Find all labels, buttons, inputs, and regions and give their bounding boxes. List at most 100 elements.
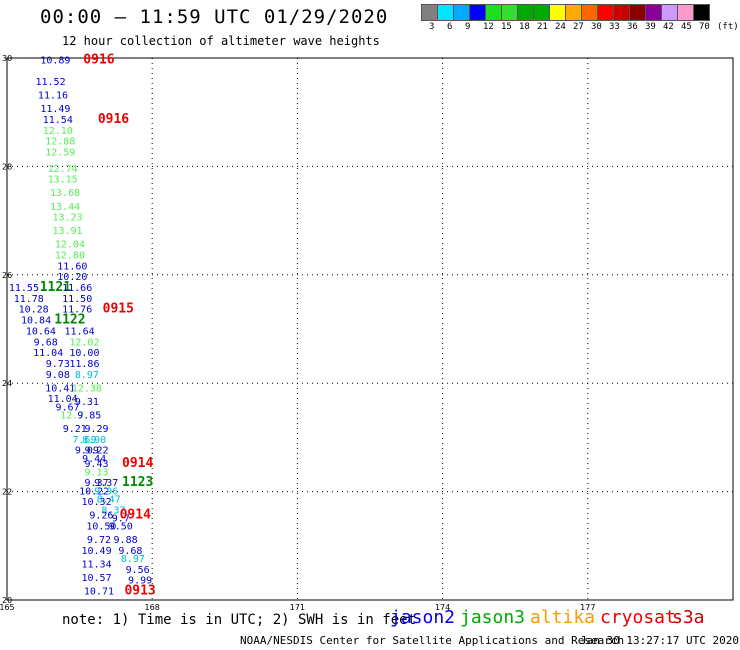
wave-height-label: 11.04 — [48, 394, 78, 405]
wave-height-label: 9.67 — [55, 402, 79, 413]
legend-label: 12 — [483, 22, 494, 32]
wave-height-label: 7.69 — [72, 435, 96, 446]
wave-height-label: 10.22 — [79, 486, 109, 497]
wave-height-label: 9.08 — [46, 370, 70, 381]
wave-height-label: 9.37 — [84, 478, 108, 489]
legend-label: 21 — [537, 22, 548, 32]
wave-height-label: 13.68 — [50, 188, 80, 199]
wave-height-label: 11.60 — [57, 261, 87, 272]
pass-time-label: 1122 — [54, 313, 85, 328]
x-tick-label: 171 — [290, 603, 305, 612]
wave-height-label: 9.7 — [112, 513, 130, 524]
x-tick-label: 168 — [145, 603, 160, 612]
wave-height-label: 9.26 — [89, 511, 113, 522]
map-frame — [6, 57, 734, 601]
legend-label: 6 — [447, 22, 453, 32]
footer-timestamp: Jan 30 13:27:17 UTC 2020 — [580, 634, 739, 647]
wave-height-label: 10.84 — [21, 316, 51, 327]
wave-height-label: 9.13 — [84, 467, 108, 478]
wave-height-label: 10.50 — [86, 522, 116, 533]
wave-height-label: 11.55 — [9, 283, 39, 294]
wave-height-label: 11.76 — [62, 305, 92, 316]
wave-height-label: 8.97 — [75, 370, 99, 381]
wave-height-label: 11.16 — [38, 91, 68, 102]
wave-height-label: 10.49 — [81, 546, 111, 557]
wave-height-label: 11.49 — [40, 104, 70, 115]
wave-height-label: 11.50 — [62, 294, 92, 305]
wave-height-label: 12.38 — [72, 383, 102, 394]
y-tick-label: 28 — [2, 162, 12, 171]
legend-label: 33 — [609, 22, 620, 32]
wave-height-label: 12.88 — [45, 137, 75, 148]
wave-height-label: 13.23 — [52, 213, 82, 224]
legend-label: 30 — [591, 22, 602, 32]
pass-time-label: 0916 — [98, 112, 129, 127]
x-tick-label: 174 — [435, 603, 450, 612]
wave-height-label: 9.09 — [75, 446, 99, 457]
wave-height-label: 10.00 — [69, 348, 99, 359]
y-tick-label: 26 — [2, 271, 12, 280]
wave-height-label: 12.80 — [55, 251, 85, 262]
wave-height-label: 12.02 — [69, 337, 99, 348]
legend-label: 27 — [573, 22, 584, 32]
wave-height-label: 9.22 — [84, 446, 108, 457]
wave-height-label: 11.86 — [69, 359, 99, 370]
legend-label: 36 — [627, 22, 638, 32]
wave-height-label: 10.89 — [40, 55, 70, 66]
satellite-jason2: jason2 — [390, 607, 456, 628]
legend-label: (ft) — [717, 22, 739, 32]
wave-height-label: 9.88 — [114, 535, 138, 546]
wave-height-label: 9.68 — [34, 337, 58, 348]
y-tick-label: 30 — [2, 54, 12, 63]
wave-height-label: 10.28 — [19, 305, 49, 316]
legend-label: 15 — [501, 22, 512, 32]
wave-height-label: 11.66 — [62, 283, 92, 294]
x-tick-label: 165 — [0, 603, 15, 612]
legend-label: 9 — [465, 22, 471, 32]
wave-height-label: 9.43 — [84, 459, 108, 470]
legend-label: 39 — [645, 22, 656, 32]
wave-height-label: 9.29 — [84, 424, 108, 435]
wave-height-label: 13.44 — [50, 202, 80, 213]
wave-height-label: 10.32 — [81, 497, 111, 508]
map-title: 00:00 – 11:59 UTC 01/29/2020 — [40, 6, 389, 28]
legend-swatch — [693, 4, 710, 21]
satellite-s3a: s3a — [672, 607, 705, 628]
pass-time-label: 0914 — [122, 456, 153, 471]
pass-time-label: 0914 — [120, 508, 151, 523]
legend-label: 3 — [429, 22, 435, 32]
satellite-jason3: jason3 — [460, 607, 526, 628]
wave-height-label: 9.73 — [46, 359, 70, 370]
wave-height-label: 11.64 — [65, 326, 95, 337]
pass-time-label: 0915 — [103, 302, 134, 317]
wave-height-label: 9.68 — [118, 546, 142, 557]
wave-height-label: 10.71 — [84, 587, 114, 598]
wave-height-label: 13.91 — [52, 226, 82, 237]
wave-height-label: 10.64 — [26, 326, 56, 337]
pass-time-label: 0913 — [124, 584, 155, 599]
wave-height-label: 12.04 — [55, 240, 85, 251]
map-subtitle: 12 hour collection of altimeter wave hei… — [62, 34, 380, 48]
units-note: note: 1) Time is in UTC; 2) SWH is in fe… — [62, 612, 417, 628]
wave-height-label: 9.72 — [87, 535, 111, 546]
pass-time-label: 1123 — [122, 475, 153, 490]
wave-height-label: 12.59 — [45, 148, 75, 159]
wave-height-label: 9.85 — [77, 410, 101, 421]
wave-height-label: 10.57 — [81, 573, 111, 584]
color-scale-legend — [421, 4, 710, 24]
wave-height-label: 9.44 — [82, 454, 106, 465]
color-scale-labels: 3 6 9 12 15 18 21 24 27 30 33 36 39 42 45 70 (ft) — [421, 22, 740, 36]
wave-height-label: 11.54 — [43, 115, 73, 126]
wave-height-label: 12.10 — [43, 126, 73, 137]
wave-height-label: 13.15 — [48, 175, 78, 186]
pass-time-label: 1121 — [40, 280, 71, 295]
satellite-altika: altika — [530, 607, 596, 628]
x-tick-label: 177 — [580, 603, 595, 612]
y-tick-label: 20 — [2, 596, 12, 605]
wave-height-label: 9.96 — [94, 486, 118, 497]
wave-height-label: 11.78 — [14, 294, 44, 305]
wave-height-label: 10.41 — [45, 383, 75, 394]
wave-height-label: 11.34 — [81, 559, 111, 570]
legend-label: 18 — [519, 22, 530, 32]
